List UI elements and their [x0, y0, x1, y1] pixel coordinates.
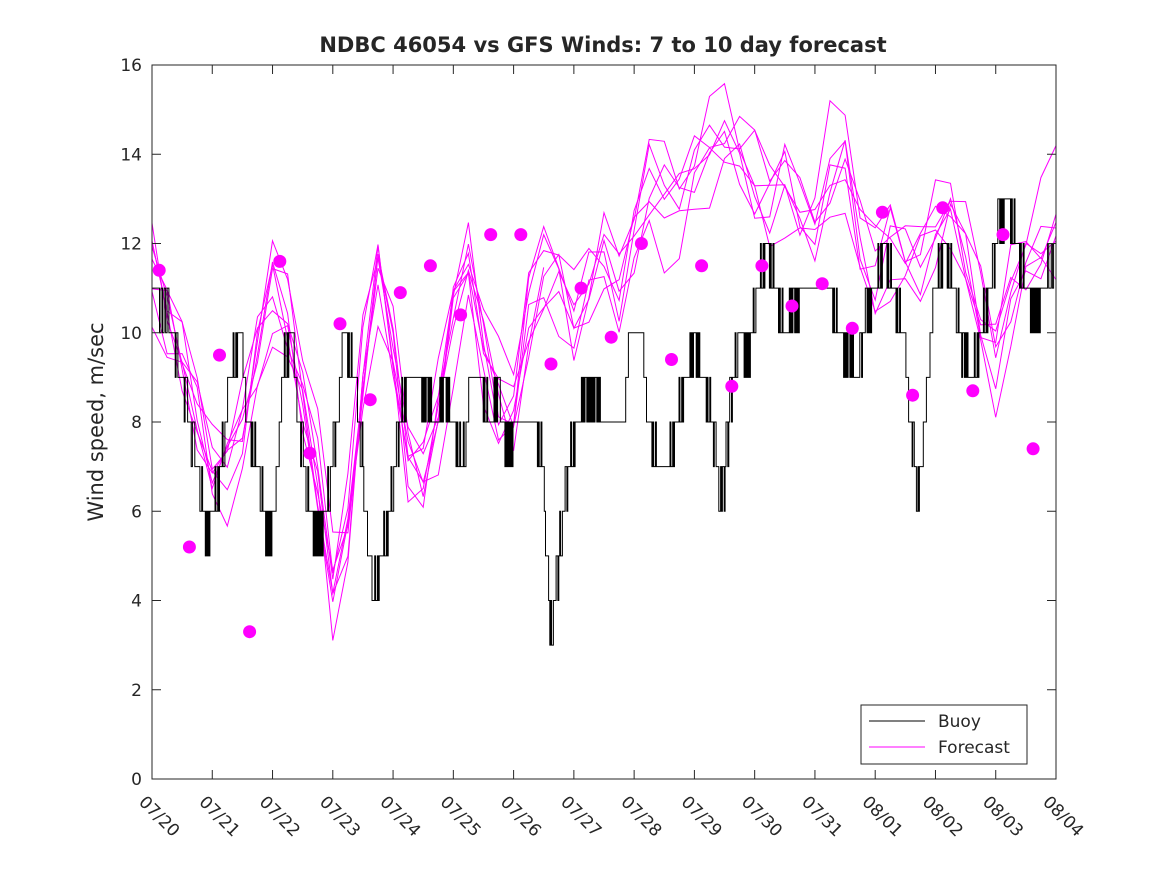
legend-box — [860, 704, 1028, 765]
forecast-marker-point — [574, 281, 588, 295]
forecast-marker-point — [423, 259, 437, 273]
y-tick-label: 2 — [131, 681, 142, 701]
forecast-marker-point — [725, 379, 739, 393]
y-tick-label: 4 — [131, 592, 142, 612]
forecast-run-line — [151, 115, 1057, 580]
forecast-run-line — [151, 140, 1057, 602]
y-tick-label: 14 — [120, 145, 142, 165]
y-tick-label: 8 — [131, 413, 142, 433]
forecast-marker-point — [273, 254, 287, 268]
forecast-run-line — [151, 124, 1057, 574]
buoy-line — [152, 198, 1056, 646]
forecast-marker-point — [243, 625, 257, 639]
forecast-marker-point — [906, 388, 920, 402]
forecast-marker-point — [1026, 442, 1040, 456]
forecast-marker-point — [695, 259, 709, 273]
legend: Buoy Forecast — [860, 704, 1028, 765]
forecast-marker-point — [393, 286, 407, 300]
plot-area — [151, 64, 1057, 780]
forecast-marker-point — [634, 237, 648, 250]
forecast-series — [151, 82, 1057, 641]
forecast-run-line — [151, 119, 1057, 594]
y-tick-label: 12 — [120, 235, 142, 255]
forecast-run-line — [151, 82, 1057, 534]
forecast-marker-point — [303, 446, 317, 460]
y-tick-label: 6 — [131, 502, 142, 522]
forecast-marker-point — [845, 321, 859, 335]
forecast-marker-point — [213, 348, 226, 362]
forecast-marker-point — [454, 308, 468, 322]
forecast-marker-point — [182, 540, 196, 554]
forecast-marker-point — [755, 259, 769, 273]
y-tick-label: 0 — [131, 770, 142, 790]
forecast-marker-point — [363, 393, 377, 407]
legend-forecast-label: Forecast — [938, 738, 1010, 758]
chart-title: NDBC 46054 vs GFS Winds: 7 to 10 day for… — [319, 33, 886, 57]
buoy-series — [152, 198, 1056, 646]
forecast-marker-point — [875, 205, 889, 219]
forecast-marker-point — [484, 228, 498, 242]
y-tick-label: 10 — [120, 324, 142, 344]
legend-buoy-label: Buoy — [938, 712, 981, 732]
y-axis-label: Wind speed, m/sec — [84, 322, 108, 521]
forecast-marker-point — [333, 317, 347, 331]
forecast-marker-point — [514, 228, 528, 242]
forecast-marker-point — [604, 330, 618, 344]
forecast-marker-point — [665, 353, 678, 366]
forecast-marker-point — [152, 263, 166, 277]
forecast-marker-point — [996, 228, 1010, 242]
forecast-marker-point — [966, 384, 980, 398]
y-axis: 0 2 4 6 8 10 12 14 16 — [120, 56, 1056, 790]
forecast-marker-point — [936, 201, 950, 215]
forecast-marker-point — [785, 299, 799, 313]
forecast-marker-point — [815, 277, 829, 291]
y-tick-label: 16 — [120, 56, 142, 76]
forecast-marker-point — [544, 357, 558, 371]
forecast-markers — [152, 201, 1040, 639]
